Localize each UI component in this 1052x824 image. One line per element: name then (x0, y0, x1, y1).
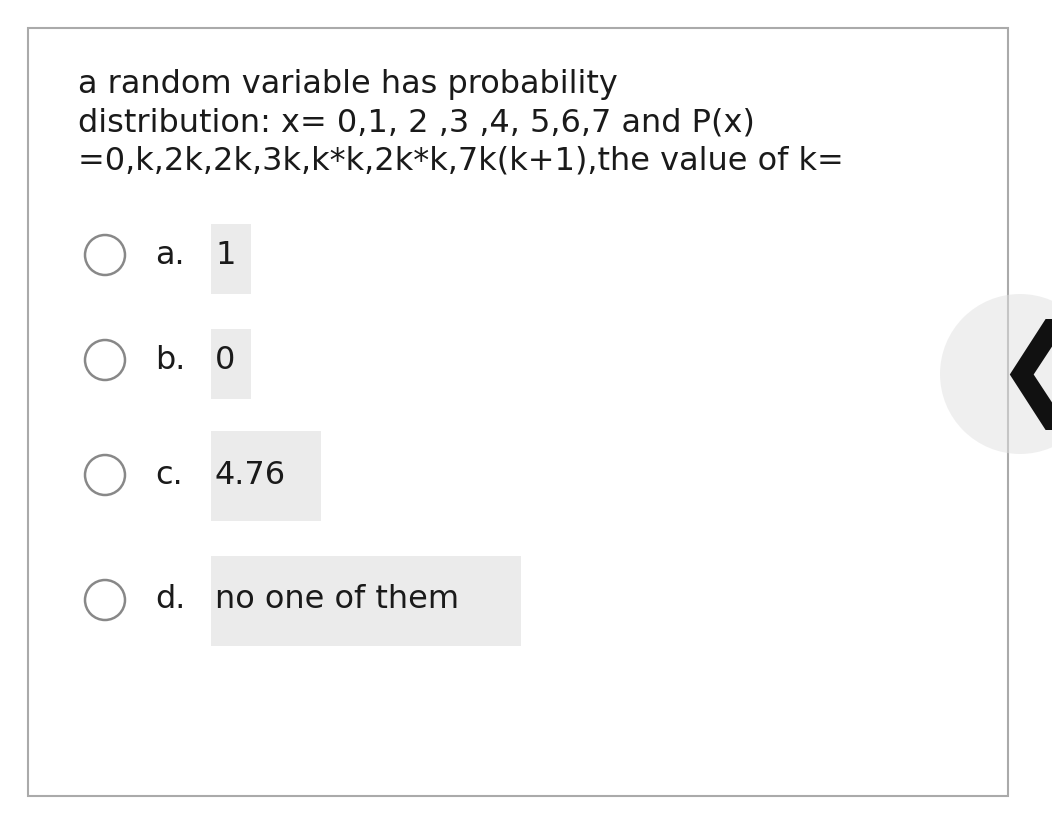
Text: c.: c. (155, 460, 183, 490)
Text: d.: d. (155, 584, 185, 616)
Text: b.: b. (155, 344, 185, 376)
Circle shape (85, 235, 125, 275)
Text: no one of them: no one of them (215, 584, 459, 616)
Circle shape (940, 294, 1052, 454)
Circle shape (85, 455, 125, 495)
Text: distribution: x= 0,1, 2 ,3 ,4, 5,6,7 and P(x): distribution: x= 0,1, 2 ,3 ,4, 5,6,7 and… (78, 107, 755, 138)
Text: a random variable has probability: a random variable has probability (78, 69, 618, 100)
FancyBboxPatch shape (28, 28, 1008, 796)
Text: 0: 0 (215, 344, 236, 376)
FancyBboxPatch shape (211, 329, 251, 399)
Circle shape (85, 340, 125, 380)
Text: 1: 1 (215, 240, 236, 270)
FancyBboxPatch shape (211, 555, 521, 645)
FancyBboxPatch shape (211, 223, 251, 293)
Circle shape (85, 580, 125, 620)
Text: 4.76: 4.76 (215, 460, 286, 490)
FancyBboxPatch shape (211, 430, 321, 521)
Text: a.: a. (155, 240, 184, 270)
Text: ❮: ❮ (993, 319, 1052, 429)
Text: =0,k,2k,2k,3k,k*k,2k*k,7k(k+1),the value of k=: =0,k,2k,2k,3k,k*k,2k*k,7k(k+1),the value… (78, 145, 844, 176)
